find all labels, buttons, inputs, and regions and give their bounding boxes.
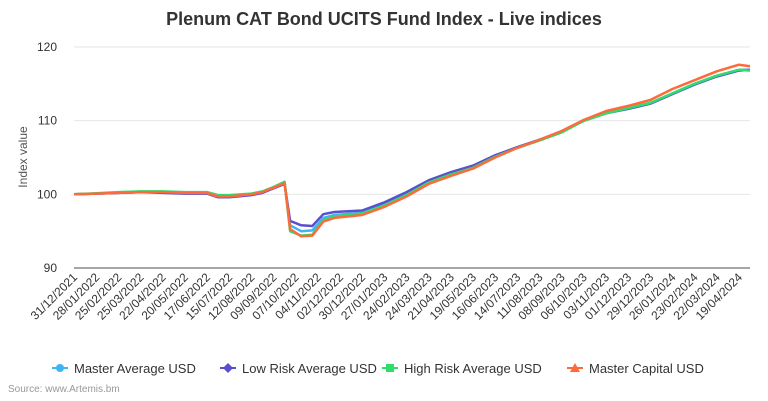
diamond-marker-icon [223, 363, 233, 373]
y-tick-label: 110 [38, 114, 57, 128]
legend: Master Average USD Low Risk Average USD Hi… [52, 361, 704, 376]
source-note: Source: www.Artemis.bm [8, 384, 120, 395]
triangle-marker-icon [570, 363, 580, 372]
y-tick-label: 120 [37, 40, 57, 54]
y-axis-label: Index value [16, 126, 30, 188]
legend-item[interactable]: Low Risk Average USD [220, 361, 377, 376]
x-ticks: 31/12/202128/01/202225/02/202225/03/2022… [28, 270, 746, 323]
y-ticks: 90 100 110 120 [37, 40, 57, 275]
legend-label: Low Risk Average USD [242, 361, 377, 376]
y-tick-label: 90 [44, 261, 58, 275]
series-line-master-average-usd [73, 68, 750, 233]
square-marker-icon [386, 364, 394, 372]
legend-item[interactable]: Master Capital USD [567, 361, 704, 376]
chart-title: Plenum CAT Bond UCITS Fund Index - Live … [166, 9, 602, 29]
series-line-master-capital-usd [73, 63, 751, 238]
legend-item[interactable]: High Risk Average USD [382, 361, 542, 376]
legend-label: Master Average USD [74, 361, 196, 376]
series-lines [73, 63, 751, 238]
legend-label: High Risk Average USD [404, 361, 542, 376]
series-line-high-risk-average-usd [73, 68, 751, 237]
gridlines [74, 46, 750, 269]
legend-item[interactable]: Master Average USD [52, 361, 196, 376]
y-tick-label: 100 [37, 187, 57, 201]
circle-marker-icon [56, 364, 64, 372]
series-line-low-risk-average-usd [73, 68, 751, 228]
legend-label: Master Capital USD [589, 361, 704, 376]
